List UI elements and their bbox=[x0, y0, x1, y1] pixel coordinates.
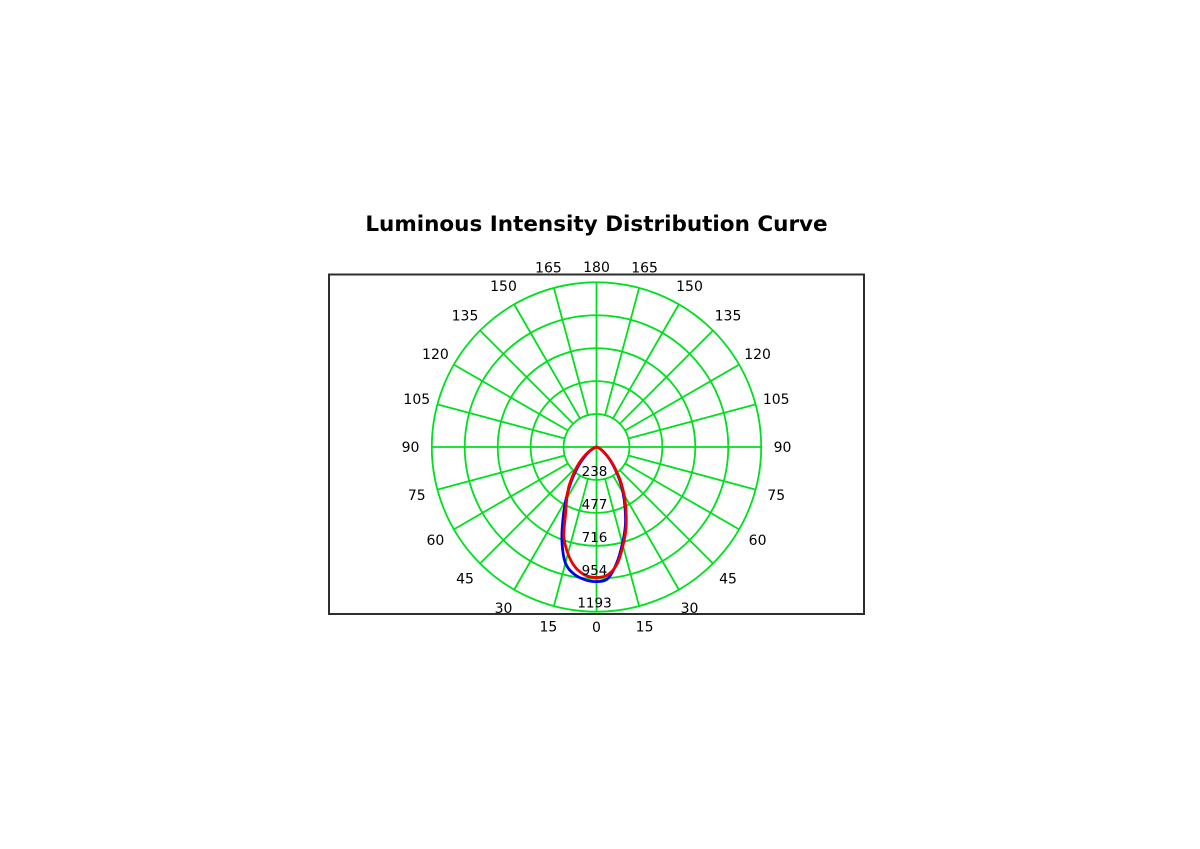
angle-label: 120 bbox=[744, 347, 771, 363]
grid-spoke bbox=[553, 478, 589, 607]
angle-label: 90 bbox=[774, 440, 792, 456]
angle-label: 15 bbox=[539, 620, 557, 636]
grid-spoke bbox=[513, 303, 581, 419]
radial-labels: 238 477 716 954 1193 bbox=[577, 464, 611, 612]
angle-label: 15 bbox=[636, 620, 654, 636]
angle-label: 0 bbox=[592, 620, 601, 636]
angle-label: 150 bbox=[676, 279, 703, 295]
angle-label: 165 bbox=[631, 260, 658, 276]
grid-spoke bbox=[553, 287, 589, 416]
grid-spoke bbox=[628, 454, 756, 491]
grid-spoke bbox=[624, 363, 740, 432]
angle-label: 135 bbox=[715, 309, 742, 325]
radial-tick-label: 954 bbox=[582, 563, 608, 579]
angle-label: 105 bbox=[403, 392, 430, 408]
grid-spoke bbox=[453, 363, 569, 432]
angle-label: 45 bbox=[719, 572, 737, 588]
grid-spoke bbox=[437, 454, 565, 491]
angle-label: 30 bbox=[681, 601, 699, 617]
grid-spoke bbox=[612, 303, 680, 419]
red-curve bbox=[562, 445, 628, 579]
grid-spoke bbox=[619, 329, 714, 425]
angle-label: 180 bbox=[583, 260, 610, 276]
angle-label: 165 bbox=[535, 260, 562, 276]
angle-label: 45 bbox=[456, 572, 474, 588]
angle-label: 120 bbox=[422, 347, 449, 363]
radial-tick-label: 238 bbox=[582, 464, 608, 480]
angle-label: 105 bbox=[763, 392, 790, 408]
angle-label: 30 bbox=[495, 601, 513, 617]
grid-spoke bbox=[624, 462, 740, 531]
angle-label: 60 bbox=[426, 533, 444, 549]
grid-spoke bbox=[513, 475, 581, 591]
grid-spoke bbox=[437, 403, 565, 440]
angle-label: 150 bbox=[490, 279, 517, 295]
grid-spoke bbox=[479, 329, 574, 425]
angle-label: 60 bbox=[749, 533, 767, 549]
angle-label: 75 bbox=[767, 488, 785, 504]
grid-spoke bbox=[619, 469, 714, 565]
grid-spoke bbox=[604, 287, 640, 416]
radial-tick-label: 1193 bbox=[577, 596, 611, 612]
grid-spoke bbox=[453, 462, 569, 531]
plot-frame bbox=[328, 273, 865, 615]
angle-label: 90 bbox=[402, 440, 420, 456]
radial-tick-label: 716 bbox=[582, 530, 608, 546]
angle-label: 135 bbox=[452, 309, 479, 325]
grid-spoke bbox=[628, 403, 756, 440]
grid-spoke bbox=[479, 469, 574, 565]
angle-label: 75 bbox=[408, 488, 426, 504]
angle-labels: 0 15 15 30 30 45 45 60 60 75 75 90 90 105 105 120 120 135… bbox=[402, 260, 792, 636]
chart-title: Luminous Intensity Distribution Curve bbox=[365, 212, 828, 237]
radial-tick-label: 477 bbox=[582, 497, 608, 513]
